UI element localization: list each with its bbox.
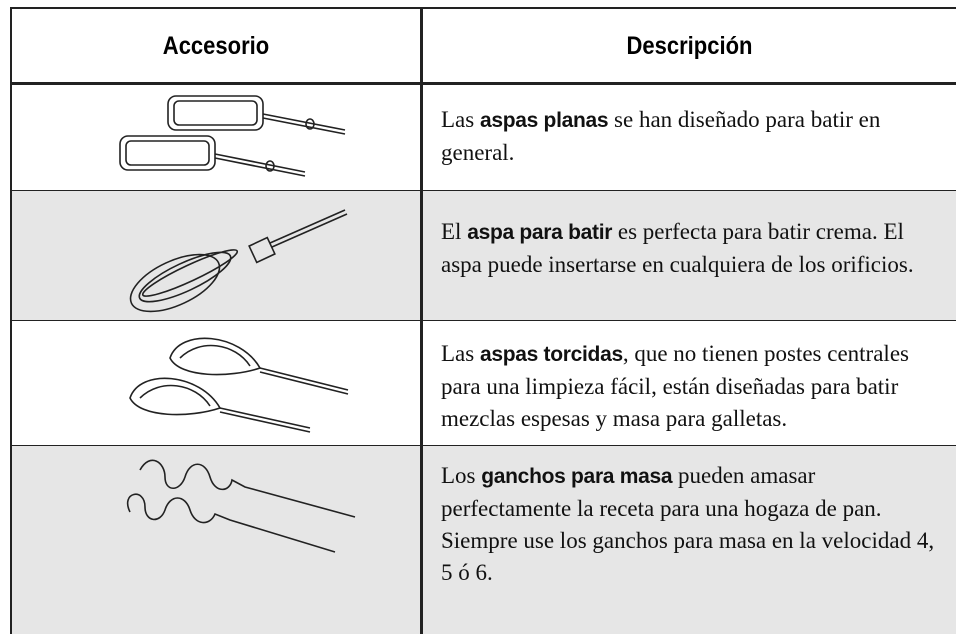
header-rule — [10, 82, 956, 85]
description: El aspa para batir es perfecta para bati… — [441, 216, 946, 281]
text: Los — [441, 463, 482, 488]
flat-beaters-illustration — [119, 95, 346, 177]
row-rule — [10, 320, 956, 321]
text: se han diseñado para batir en general. — [441, 107, 881, 165]
bold-text: aspas torcidas — [479, 343, 623, 366]
description: Los ganchos para masa pueden amasar perf… — [441, 460, 946, 589]
text: El — [441, 219, 468, 244]
table-border — [10, 7, 956, 9]
bold-text: aspas planas — [479, 109, 609, 132]
description: Las aspas planas se han diseñado para ba… — [441, 104, 946, 169]
text: pueden amasar perfectamente la receta pa… — [441, 463, 935, 585]
header-cell: Accesorio — [162, 31, 270, 60]
description: Las aspas torcidas, que no tienen postes… — [441, 338, 946, 435]
text: , que no tienen postes centrales para un… — [441, 341, 909, 431]
header-cell: Descripción — [626, 31, 753, 60]
row-rule — [10, 445, 956, 446]
row-shade — [10, 446, 956, 634]
twisted-beaters-illustration — [129, 337, 349, 433]
bold-text: aspa para batir — [467, 221, 613, 244]
text: Las — [441, 341, 480, 366]
text: Las — [441, 107, 480, 132]
text: es perfecta para batir crema. El aspa pu… — [441, 219, 914, 277]
row-rule — [10, 190, 956, 191]
bold-text: ganchos para masa — [481, 465, 673, 488]
whisk-illustration — [129, 209, 348, 313]
dough-hooks-illustration — [127, 459, 356, 553]
